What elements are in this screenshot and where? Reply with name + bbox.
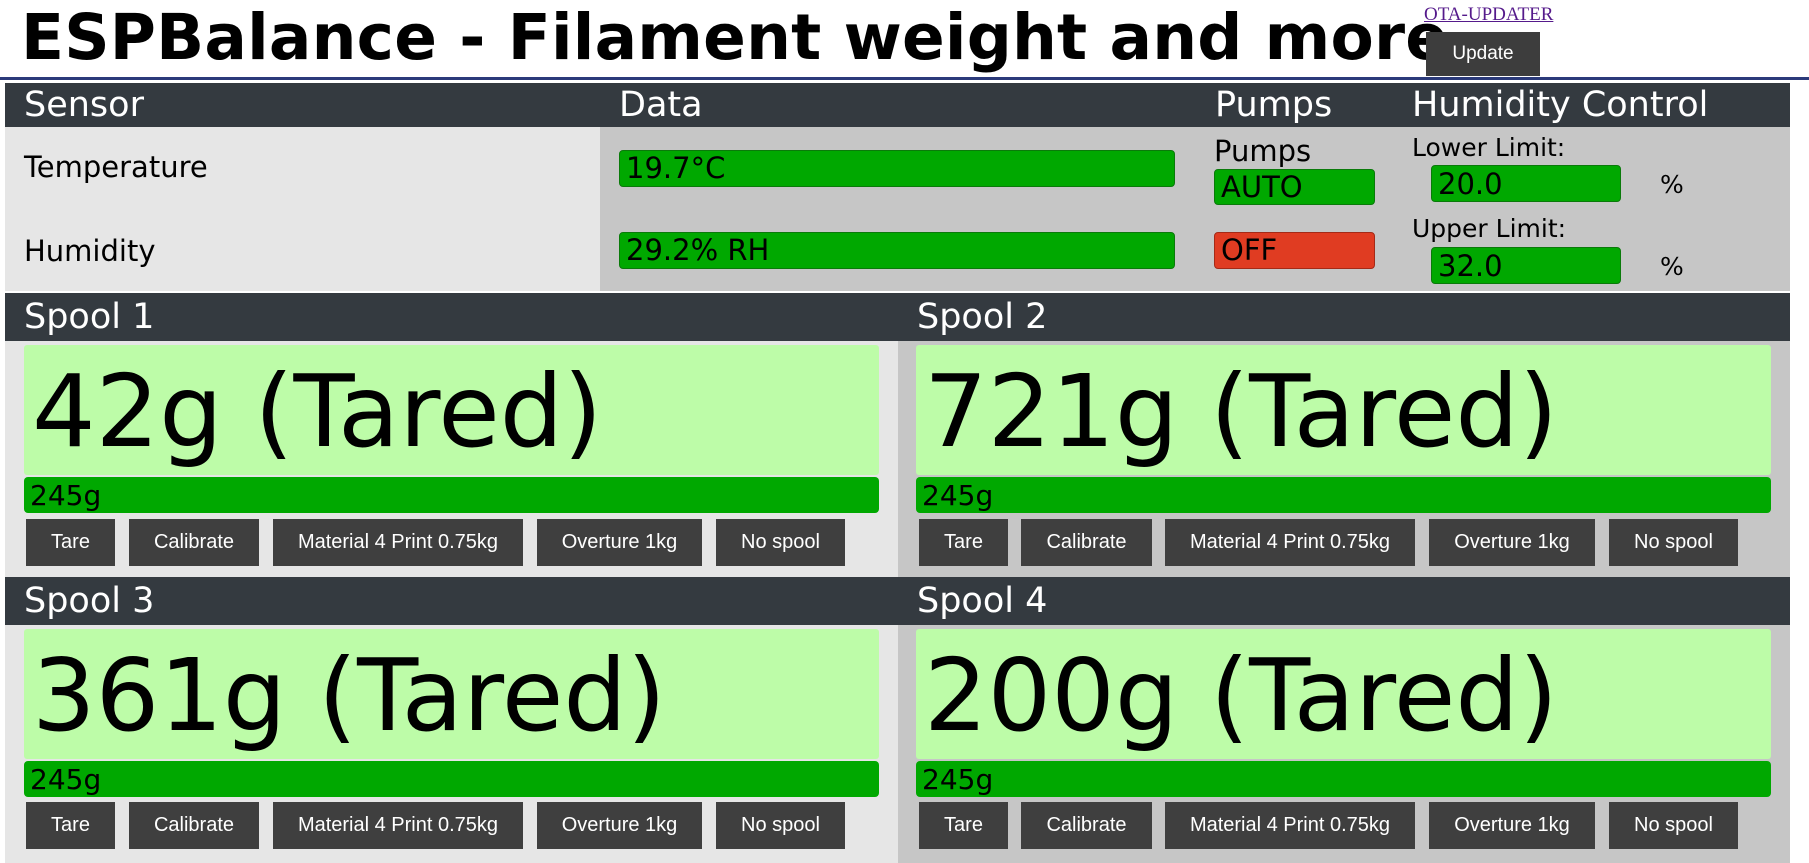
temperature-label: Temperature [24, 150, 208, 184]
spool-3-weight: 361g (Tared) [24, 629, 879, 759]
spool-2-material4print-button[interactable]: Material 4 Print 0.75kg [1165, 519, 1415, 566]
humidity-label: Humidity [24, 234, 156, 268]
upper-limit-percent: % [1660, 252, 1684, 281]
page-header: ESPBalance - Filament weight and more OT… [0, 0, 1809, 80]
spool-4-overture-button[interactable]: Overture 1kg [1429, 802, 1595, 849]
spool-1-fill-bar: 245g [24, 477, 879, 513]
spool-1-calibrate-button[interactable]: Calibrate [129, 519, 259, 566]
spool-1-title: Spool 1 [24, 297, 155, 337]
spool-4-calibrate-button[interactable]: Calibrate [1021, 802, 1152, 849]
spool-row-1-header: Spool 1 Spool 2 [5, 293, 1790, 341]
spool-3-title: Spool 3 [24, 581, 155, 621]
spool-2-overture-button[interactable]: Overture 1kg [1429, 519, 1595, 566]
col-sensor-heading: Sensor [24, 85, 144, 125]
col-humidity-control-heading: Humidity Control [1412, 85, 1709, 125]
update-button[interactable]: Update [1426, 32, 1540, 76]
spool-4-material4print-button[interactable]: Material 4 Print 0.75kg [1165, 802, 1415, 849]
spool-3-no-spool-button[interactable]: No spool [716, 802, 845, 849]
spool-2-tare-button[interactable]: Tare [919, 519, 1008, 566]
spool-1-tare-button[interactable]: Tare [26, 519, 115, 566]
spool-2-calibrate-button[interactable]: Calibrate [1021, 519, 1152, 566]
lower-limit-input[interactable] [1431, 165, 1621, 202]
spool-3-tare-button[interactable]: Tare [26, 802, 115, 849]
spool-1-weight: 42g (Tared) [24, 345, 879, 475]
spool-3-calibrate-button[interactable]: Calibrate [129, 802, 259, 849]
spool-4-tare-button[interactable]: Tare [919, 802, 1008, 849]
ota-updater-link[interactable]: OTA-UPDATER [1424, 4, 1554, 25]
spool-3-material4print-button[interactable]: Material 4 Print 0.75kg [273, 802, 523, 849]
upper-limit-label: Upper Limit: [1412, 214, 1567, 243]
spool-4-fill-bar: 245g [916, 761, 1771, 797]
pumps-label: Pumps [1214, 134, 1312, 168]
pumps-state-toggle[interactable]: OFF [1214, 232, 1375, 269]
spool-3-overture-button[interactable]: Overture 1kg [537, 802, 702, 849]
spool-2-fill-bar: 245g [916, 477, 1771, 513]
sensor-label-column [5, 127, 600, 291]
page-title: ESPBalance - Filament weight and more [21, 1, 1449, 74]
humidity-value: 29.2% RH [619, 232, 1175, 269]
spool-1-no-spool-button[interactable]: No spool [716, 519, 845, 566]
lower-limit-percent: % [1660, 170, 1684, 199]
spool-4-no-spool-button[interactable]: No spool [1609, 802, 1738, 849]
spool-4-title: Spool 4 [917, 581, 1048, 621]
spool-1-overture-button[interactable]: Overture 1kg [537, 519, 702, 566]
col-pumps-heading: Pumps [1215, 85, 1333, 125]
upper-limit-input[interactable] [1431, 247, 1621, 284]
col-data-heading: Data [619, 85, 703, 125]
temperature-value: 19.7°C [619, 150, 1175, 187]
spool-3-fill-bar: 245g [24, 761, 879, 797]
spool-2-no-spool-button[interactable]: No spool [1609, 519, 1738, 566]
spool-1-material4print-button[interactable]: Material 4 Print 0.75kg [273, 519, 523, 566]
spool-2-title: Spool 2 [917, 297, 1048, 337]
pumps-mode-toggle[interactable]: AUTO [1214, 169, 1375, 205]
sensor-header-bar: Sensor Data Pumps Humidity Control [5, 83, 1790, 127]
lower-limit-label: Lower Limit: [1412, 133, 1566, 162]
spool-2-weight: 721g (Tared) [916, 345, 1771, 475]
spool-4-weight: 200g (Tared) [916, 629, 1771, 759]
spool-row-2-header: Spool 3 Spool 4 [5, 577, 1790, 625]
